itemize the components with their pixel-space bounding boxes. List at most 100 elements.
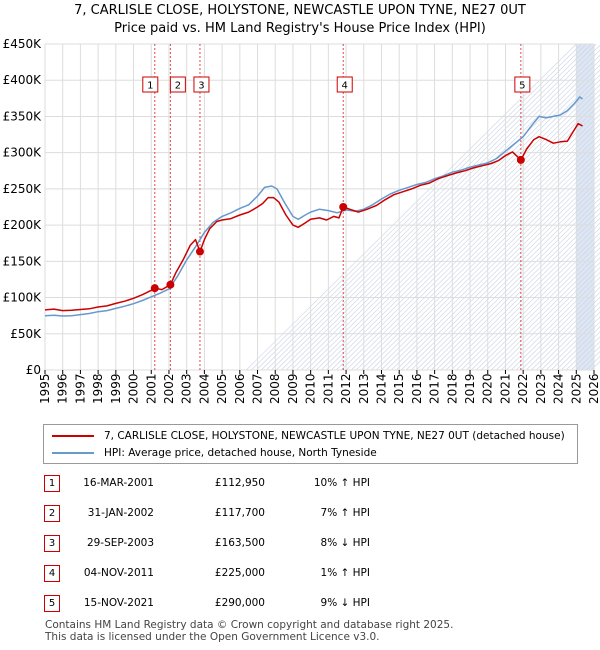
sale-price: £225,000 — [214, 567, 265, 579]
forecast-hatch — [276, 49, 600, 371]
x-tick-label: 1997 — [73, 373, 87, 404]
x-tick-label: 1998 — [91, 373, 105, 404]
forecast-hatch — [281, 54, 600, 371]
forecast-hatch — [371, 143, 600, 371]
x-tick-label: 2018 — [445, 373, 459, 404]
sale-hpi-change: 9% ↓ HPI — [320, 597, 370, 609]
forecast-hatch — [251, 43, 582, 371]
forecast-hatch — [366, 138, 600, 371]
x-tick-label: 2004 — [197, 373, 211, 404]
sale-hpi-change: 1% ↑ HPI — [320, 567, 370, 579]
y-tick-label: £350K — [3, 109, 43, 123]
chart-title: 7, CARLISLE CLOSE, HOLYSTONE, NEWCASTLE … — [74, 3, 526, 18]
forecast-hatch — [261, 43, 592, 371]
sale-hpi-change: 7% ↑ HPI — [320, 507, 370, 519]
forecast-hatch — [471, 242, 600, 371]
forecast-hatch — [321, 94, 600, 371]
forecast-hatch — [446, 217, 600, 371]
sale-price: £117,700 — [214, 507, 265, 519]
forecast-hatch — [336, 109, 600, 371]
y-tick-label: £450K — [3, 37, 43, 51]
y-tick-label: £50K — [10, 327, 42, 341]
forecast-hatch — [481, 252, 600, 371]
y-tick-label: £150K — [3, 254, 43, 268]
legend-swatch-hpi — [52, 452, 94, 454]
sale-point — [166, 280, 175, 289]
sale-price: £290,000 — [214, 597, 265, 609]
forecast-hatch — [496, 267, 600, 371]
x-tick-label: 2023 — [534, 373, 548, 404]
table-row: 3 29-SEP-2003 £163,500 8% ↓ HPI — [0, 535, 600, 555]
sale-number-label: 4 — [342, 81, 348, 92]
x-tick-label: 2017 — [428, 373, 442, 404]
sale-point — [339, 203, 348, 211]
forecast-hatch — [541, 311, 600, 371]
sale-number-box — [514, 76, 531, 93]
x-tick-label: 2024 — [552, 373, 566, 404]
forecast-hatch — [346, 118, 600, 371]
hpi-line — [44, 96, 583, 317]
x-tick-label: 2021 — [498, 373, 512, 404]
table-row: 2 31-JAN-2002 £117,700 7% ↑ HPI — [0, 505, 600, 525]
footer-licence: This data is licensed under the Open Gov… — [45, 631, 380, 643]
sale-number-badge: 2 — [44, 505, 60, 522]
forecast-hatch — [296, 69, 600, 371]
x-tick-label: 2022 — [516, 373, 530, 404]
x-tick-label: 2002 — [162, 373, 176, 404]
forecast-hatch — [271, 44, 600, 371]
forecast-hatch — [401, 173, 600, 371]
x-tick-label: 1995 — [38, 373, 52, 404]
forecast-hatch — [491, 262, 600, 371]
sale-number-badge: 3 — [44, 535, 60, 552]
sale-number-box — [142, 76, 159, 93]
legend-item-property: 7, CARLISLE CLOSE, HOLYSTONE, NEWCASTLE … — [52, 428, 565, 444]
sale-date: 16-MAR-2001 — [83, 477, 154, 489]
x-tick-label: 2011 — [321, 373, 335, 404]
forecast-hatch — [426, 197, 600, 371]
sale-number-label: 3 — [198, 81, 204, 92]
forecast-hatch — [451, 222, 600, 371]
x-tick-label: 2016 — [410, 373, 424, 404]
legend-label-hpi: HPI: Average price, detached house, Nort… — [104, 447, 377, 459]
forecast-hatch — [331, 104, 600, 371]
forecast-hatch — [516, 286, 600, 371]
forecast-hatch — [341, 114, 600, 371]
sale-point — [150, 284, 159, 293]
sale-number-label: 5 — [519, 81, 525, 92]
sale-point — [516, 155, 525, 164]
forecast-hatch — [356, 128, 600, 371]
forecast-hatch — [286, 59, 600, 371]
forecast-hatch — [536, 306, 600, 371]
forecast-hatch — [316, 89, 600, 371]
x-tick-label: 2026 — [587, 373, 600, 404]
x-tick-label: 2003 — [180, 373, 194, 404]
y-tick-label: £0 — [26, 363, 41, 377]
y-tick-label: £400K — [3, 73, 43, 87]
forecast-hatch — [256, 43, 587, 371]
sale-date: 31-JAN-2002 — [87, 507, 154, 519]
sale-number-label: 1 — [147, 81, 153, 92]
x-tick-label: 1996 — [56, 373, 70, 404]
forecast-hatch — [246, 43, 577, 371]
legend-label-property: 7, CARLISLE CLOSE, HOLYSTONE, NEWCASTLE … — [104, 430, 565, 442]
table-row: 1 16-MAR-2001 £112,950 10% ↑ HPI — [0, 475, 600, 495]
legend: 7, CARLISLE CLOSE, HOLYSTONE, NEWCASTLE … — [43, 424, 578, 464]
forecast-hatch — [511, 281, 600, 371]
x-tick-label: 2008 — [268, 373, 282, 404]
footer-copyright: Contains HM Land Registry data © Crown c… — [45, 619, 454, 631]
sale-price: £112,950 — [214, 477, 265, 489]
sale-number-badge: 5 — [44, 595, 60, 612]
forecast-hatch — [406, 178, 600, 371]
x-tick-label: 2020 — [481, 373, 495, 404]
y-tick-label: £100K — [3, 291, 43, 305]
x-tick-label: 1999 — [109, 373, 123, 404]
x-tick-label: 2010 — [304, 373, 318, 404]
forecast-hatch — [506, 277, 600, 371]
sale-date: 15-NOV-2021 — [83, 597, 154, 609]
chart-subtitle: Price paid vs. HM Land Registry's House … — [114, 21, 486, 36]
forecast-hatch — [416, 188, 600, 371]
sale-price: £163,500 — [214, 537, 265, 549]
x-tick-label: 2014 — [374, 373, 388, 404]
forecast-hatch — [436, 207, 600, 371]
x-tick-label: 2006 — [233, 373, 247, 404]
